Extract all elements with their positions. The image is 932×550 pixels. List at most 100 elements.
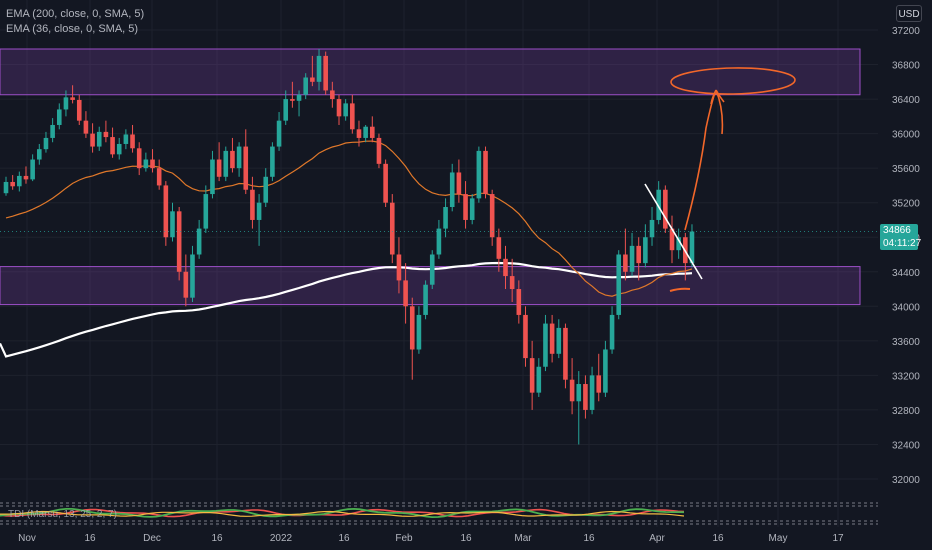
candle-body — [50, 124, 55, 138]
candle — [136, 142, 142, 176]
candle — [290, 81, 295, 108]
candle — [489, 189, 495, 246]
candle — [409, 297, 415, 380]
currency-label[interactable]: USD — [896, 5, 922, 22]
candle-body — [256, 202, 262, 220]
candle — [330, 81, 335, 108]
candle-body — [443, 207, 448, 229]
candle-body — [17, 175, 22, 187]
candle — [383, 159, 388, 208]
candle — [376, 133, 382, 169]
candle — [583, 375, 588, 419]
candle-body — [669, 228, 675, 251]
candle-body — [409, 306, 415, 350]
candle — [523, 306, 528, 367]
candle-body — [10, 181, 15, 187]
time-tick-label: Feb — [395, 533, 413, 544]
candle-body — [343, 103, 348, 117]
candle-body — [376, 137, 382, 164]
time-tick-label: 16 — [583, 533, 595, 544]
candle — [556, 319, 562, 359]
candle-body — [456, 172, 462, 195]
candle-body — [656, 189, 661, 220]
candle-body — [403, 280, 408, 307]
candle — [449, 163, 455, 212]
candle-body — [83, 120, 89, 134]
candle-body — [476, 150, 482, 199]
candle-body — [370, 126, 375, 138]
price-tick-label: 34000 — [892, 302, 920, 313]
support-mark — [669, 287, 691, 292]
candle-body — [23, 175, 29, 180]
candle — [689, 224, 695, 268]
candle — [529, 340, 535, 410]
candle — [123, 129, 129, 150]
candle-body — [489, 194, 495, 238]
candle-body — [363, 126, 368, 138]
candle — [576, 371, 582, 445]
candle-body — [563, 327, 568, 380]
indicator-label[interactable]: TDI (Marsu, 13, 25, 2, 7) — [8, 509, 117, 520]
candle-body — [296, 94, 302, 101]
candle-body — [469, 198, 475, 220]
candle-body — [76, 99, 82, 121]
candle — [436, 219, 442, 259]
candle-body — [663, 189, 668, 229]
candle-body — [609, 314, 615, 350]
legend-ema200[interactable]: EMA (200, close, 0, SMA, 5) — [6, 8, 145, 20]
grid — [0, 0, 878, 527]
candle — [343, 99, 348, 121]
candle-body — [3, 181, 9, 194]
candle-body — [136, 148, 142, 169]
time-axis[interactable]: Nov 16 Dec 16 2022 16 Feb 16 Mar 16 Apr 16 May 17 — [18, 533, 844, 544]
candle-body — [30, 159, 35, 180]
candle — [17, 171, 22, 192]
candle — [3, 176, 9, 196]
candle-body — [303, 77, 308, 95]
candle-body — [310, 77, 315, 82]
candle — [23, 166, 29, 184]
candle — [609, 306, 615, 354]
candle-body — [356, 129, 362, 138]
candle-body — [449, 172, 455, 208]
price-tick-label: 35600 — [892, 164, 920, 175]
candle — [63, 90, 69, 117]
candle — [190, 245, 195, 302]
candle — [310, 55, 315, 87]
candle-body — [616, 254, 622, 315]
candle — [196, 219, 202, 259]
candle-body — [116, 143, 122, 155]
candle — [90, 123, 95, 153]
time-tick-label: Mar — [514, 533, 532, 544]
candle — [536, 358, 542, 397]
candle-body — [163, 185, 169, 238]
candle — [110, 127, 115, 158]
candle — [516, 280, 522, 324]
last-price-value: 34866 — [883, 225, 911, 236]
candle — [389, 194, 395, 264]
candle — [663, 185, 668, 233]
drawings — [644, 67, 796, 292]
target-arrow — [684, 89, 725, 231]
legend-ema36[interactable]: EMA (36, close, 0, SMA, 5) — [6, 23, 139, 35]
candle — [503, 245, 508, 290]
candle — [50, 118, 55, 143]
candle — [589, 366, 595, 415]
candle — [423, 280, 428, 320]
candle-body — [463, 194, 468, 220]
candle-body — [649, 219, 655, 238]
time-tick-label: 2022 — [270, 533, 293, 544]
candle — [250, 176, 255, 229]
candle — [669, 215, 675, 264]
candle — [496, 228, 502, 272]
candle — [403, 263, 408, 324]
candle-body — [323, 55, 328, 91]
candle-body — [170, 211, 175, 238]
candle — [429, 250, 435, 290]
candle-body — [230, 150, 235, 169]
price-tick-label: 37200 — [892, 26, 920, 37]
candle-body — [263, 176, 269, 203]
candle-body — [216, 159, 222, 177]
candle-body — [589, 375, 595, 410]
